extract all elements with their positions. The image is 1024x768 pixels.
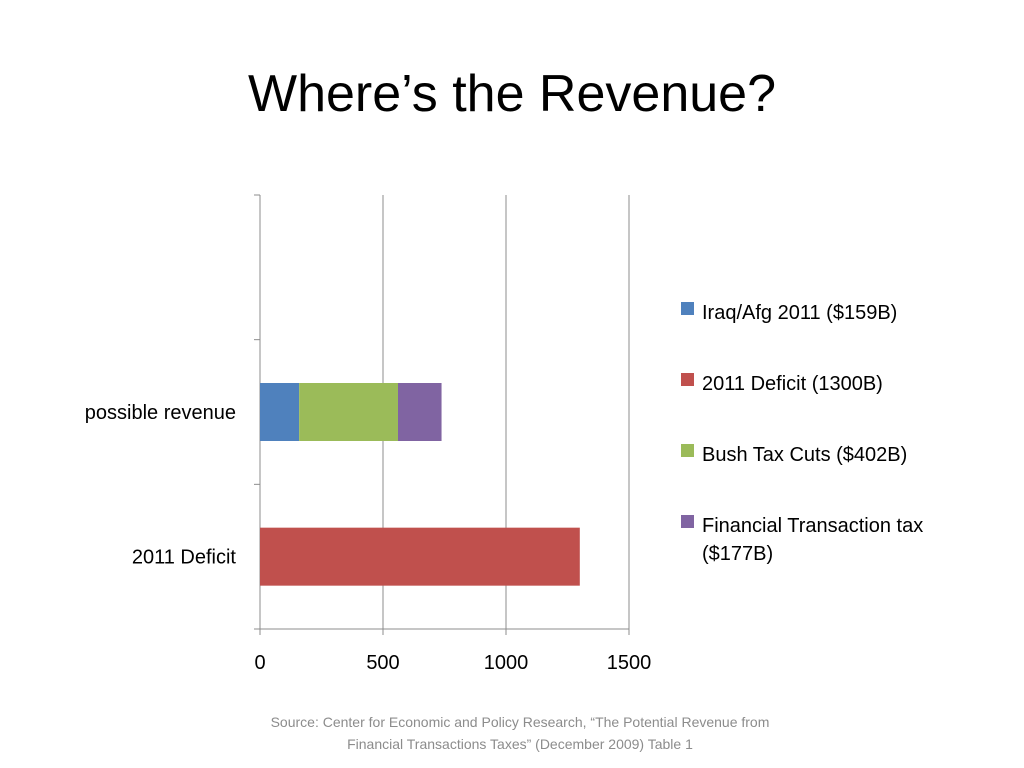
source-line-2: Financial Transactions Taxes” (December …: [347, 736, 693, 752]
legend-swatch-0: [681, 302, 694, 315]
source-note: Source: Center for Economic and Policy R…: [200, 711, 840, 755]
legend-label-2: Bush Tax Cuts ($402B): [702, 444, 907, 466]
legend-label-0: Iraq/Afg 2011 ($159B): [702, 302, 897, 324]
bar-0-series-1: [260, 527, 580, 586]
x-tick-label-2: 1000: [484, 652, 529, 674]
bar-1-series-0: [260, 383, 300, 441]
legend-label-3: Financial Transaction tax ($177B): [702, 515, 923, 565]
slide-title: Where’s the Revenue?: [247, 65, 777, 123]
category-label-1: possible revenue: [85, 402, 236, 424]
category-label-0: 2011 Deficit: [132, 547, 237, 569]
bar-1-series-3: [398, 383, 442, 441]
legend-label-1: 2011 Deficit (1300B): [702, 373, 883, 395]
legend-swatch-3: [681, 515, 694, 528]
x-tick-label-1: 500: [366, 652, 399, 674]
bar-1-series-2: [299, 383, 399, 441]
legend-swatch-2: [681, 444, 694, 457]
x-tick-label-0: 0: [254, 652, 265, 674]
legend-swatch-1: [681, 373, 694, 386]
x-tick-label-3: 1500: [607, 652, 652, 674]
source-line-1: Source: Center for Economic and Policy R…: [270, 714, 770, 730]
